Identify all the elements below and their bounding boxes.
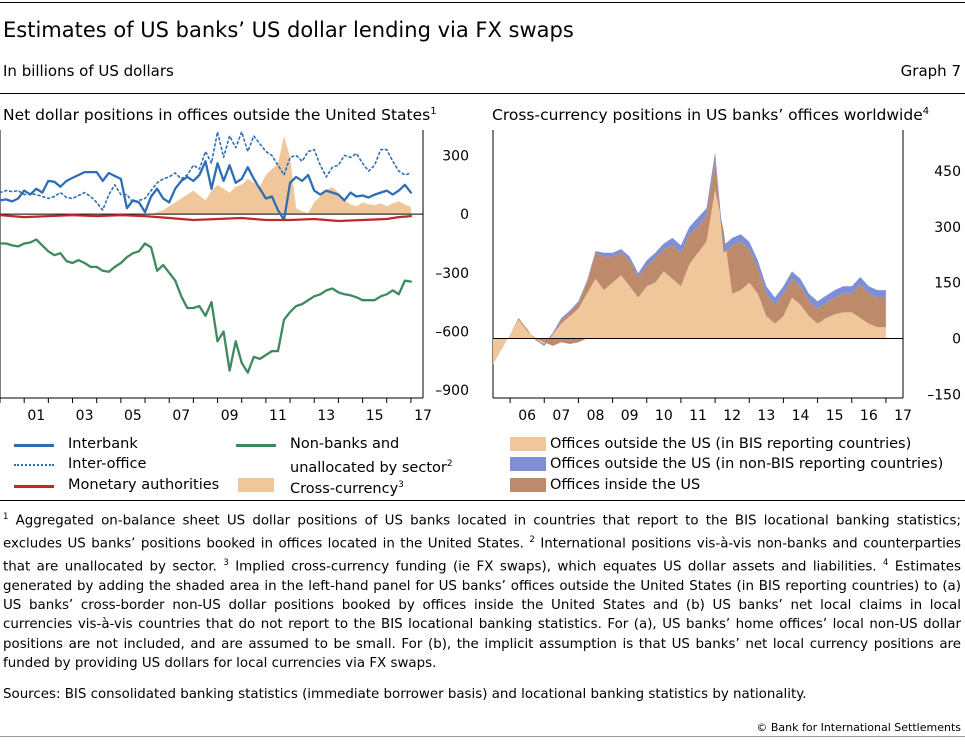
right-x-tick-label: 07 (552, 408, 570, 424)
legend-swatch-outside-non-bis (510, 457, 546, 471)
legend-swatch-inside-us (510, 478, 546, 492)
legend-label-outside-non-bis: Offices outside the US (in non-BIS repor… (550, 456, 944, 472)
legend-label-cross-currency: Cross-currency3 (290, 480, 404, 497)
top-rule (0, 2, 965, 3)
legend-swatch-monetary-authorities (14, 485, 54, 488)
right-y-tick-label: 300 (934, 220, 961, 236)
sources: Sources: BIS consolidated banking statis… (3, 687, 807, 702)
left-x-tick-label: 13 (317, 408, 335, 424)
legend-rule (0, 500, 965, 501)
left-x-tick-label: 17 (414, 408, 432, 424)
footnotes: 1 Aggregated on-balance sheet US dollar … (3, 512, 962, 672)
left-legend: Interbank Inter-office Monetary authorit… (14, 434, 474, 497)
left-series-inter-office (0, 131, 412, 211)
left-series-cross-currency (151, 135, 411, 215)
legend-label-inter-office: Inter-office (68, 456, 147, 472)
right-x-tick-label: 15 (826, 408, 844, 424)
legend-label-inside-us: Offices inside the US (550, 477, 701, 493)
legend-label-monetary-authorities: Monetary authorities (68, 477, 220, 493)
right-x-tick-label: 14 (792, 408, 810, 424)
graph-number: Graph 7 (900, 62, 961, 80)
header-rule (0, 93, 965, 94)
right-y-tick-label: 450 (934, 164, 961, 180)
left-x-tick-label: 07 (172, 408, 190, 424)
right-x-tick-label: 09 (621, 408, 639, 424)
bottom-rule (0, 736, 965, 737)
page-title: Estimates of US banks’ US dollar lending… (3, 18, 574, 42)
legend-label-non-banks-line2: unallocated by sector2 (290, 459, 453, 476)
left-x-tick-label: 15 (366, 408, 384, 424)
legend-swatch-non-banks (236, 444, 276, 447)
right-chart: 450 300 150 0 –150 06 07 08 09 10 11 12 13 14 15 16 17 (492, 130, 961, 424)
left-x-tick-label: 09 (221, 408, 239, 424)
copyright: © Bank for International Settlements (756, 721, 961, 734)
right-series-offices-inside-the-us (493, 159, 886, 365)
legend-swatch-outside-bis (510, 437, 546, 451)
left-panel-title: Net dollar positions in offices outside … (3, 106, 437, 125)
right-x-tick-label: 08 (587, 408, 605, 424)
left-y-tick-label: –900 (435, 383, 469, 399)
right-x-tick-label: 12 (723, 408, 741, 424)
right-x-tick-label: 17 (894, 408, 912, 424)
left-series-interbank (0, 160, 413, 222)
right-x-tick-label: 11 (689, 408, 707, 424)
left-y-tick-label: –300 (435, 266, 469, 282)
left-x-tick-label: 05 (124, 408, 142, 424)
right-x-tick-label: 16 (860, 408, 878, 424)
right-x-tick-label: 10 (655, 408, 673, 424)
left-x-tick-label: 03 (76, 408, 94, 424)
legend-swatch-interbank (14, 444, 54, 447)
right-x-tick-label: 06 (518, 408, 536, 424)
left-y-tick-label: 0 (460, 207, 469, 223)
left-series-monetary-authorities (0, 213, 413, 223)
right-panel-title: Cross-currency positions in US banks’ of… (492, 106, 930, 125)
legend-swatch-inter-office (14, 464, 54, 466)
right-legend: Offices outside the US (in BIS reporting… (496, 434, 961, 496)
left-x-tick-label: 11 (269, 408, 287, 424)
right-x-tick-label: 13 (757, 408, 775, 424)
left-y-tick-label: –600 (435, 324, 469, 340)
left-y-tick-label: 300 (442, 148, 469, 164)
right-y-tick-label: 150 (934, 276, 961, 292)
legend-label-interbank: Interbank (68, 436, 138, 452)
left-chart: 300 0 –300 –600 –900 01 03 05 07 09 11 13 15 17 (0, 130, 469, 424)
left-series-non-banks-and-unallocated-by-sector (0, 238, 413, 374)
right-y-tick-label: 0 (952, 331, 961, 347)
right-y-tick-label: –150 (927, 387, 961, 403)
legend-label-outside-bis: Offices outside the US (in BIS reporting… (550, 436, 912, 452)
legend-swatch-cross-currency (238, 478, 274, 492)
page-subtitle: In billions of US dollars (3, 62, 174, 80)
left-x-tick-label: 01 (27, 408, 45, 424)
right-series-offices-inside-the-us-negative (535, 338, 587, 346)
legend-label-non-banks: Non-banks and (290, 436, 400, 452)
right-series-offices-outside-the-us-in-bis-reporting-countries (493, 189, 886, 365)
